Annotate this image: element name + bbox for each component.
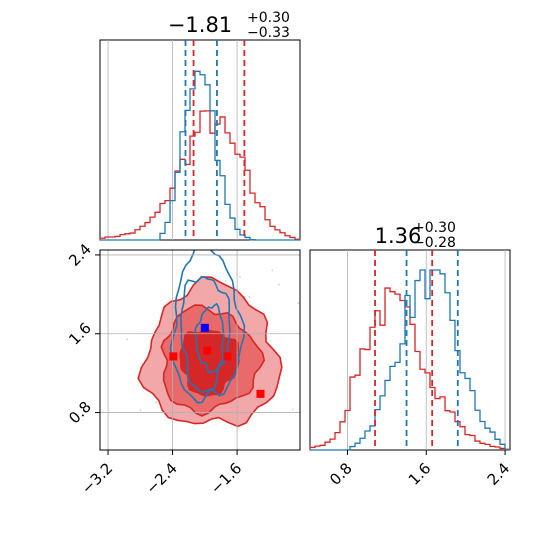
background-point: [139, 408, 142, 411]
background-point: [239, 275, 241, 278]
point-markers: [169, 323, 265, 398]
bottom-left-y-ticks: 0.8 1.6 2.4: [65, 240, 100, 427]
y-tick-label-0: 0.8: [65, 398, 95, 428]
bottom-right-title-value: 1.36: [375, 224, 422, 248]
blue-marker-0: [200, 323, 209, 332]
bottom-right-histogram-panel: 0.8 1.6 2.4 1.36 +0.30 −0.28: [309, 220, 513, 489]
top-left-grid: [107, 40, 238, 240]
bottom-right-title-sup: +0.30: [413, 220, 456, 236]
y-tick-label-1: 1.6: [65, 319, 95, 349]
background-point: [297, 302, 300, 304]
bottom-left-scatter-panel: −3.2 −2.4 −1.6 0.8 1.6 2.4: [65, 229, 301, 498]
histogram-series-0: [100, 70, 300, 241]
histogram-series-1: [99, 110, 301, 240]
background-point: [271, 269, 274, 272]
top-left-title: −1.81: [168, 13, 232, 37]
x-tick-label-1: 1.6: [405, 459, 435, 489]
top-left-title-sub: −0.33: [247, 25, 290, 41]
blue-contour-outer: [169, 250, 246, 404]
top-left-histograms: [99, 70, 301, 241]
bottom-right-grid: [347, 250, 506, 450]
background-point: [155, 401, 157, 403]
background-point: [277, 283, 280, 286]
x-tick-label-2: −1.6: [207, 459, 245, 497]
x-tick-label-2: 2.4: [484, 459, 514, 489]
background-point: [248, 295, 251, 298]
bottom-right-title-sub: −0.28: [413, 235, 456, 251]
red-marker-1: [203, 346, 212, 355]
bottom-left-axes-frame: [99, 249, 301, 451]
bottom-right-axes-frame: [309, 249, 511, 451]
blue-contours: [169, 250, 246, 404]
x-tick-label-0: 0.8: [326, 459, 356, 489]
bottom-right-x-ticks: 0.8 1.6 2.4: [326, 450, 513, 489]
background-point: [224, 280, 227, 282]
top-left-quantile-lines: [184, 40, 246, 240]
bottom-right-histograms: [309, 269, 511, 451]
background-point: [126, 338, 129, 341]
red-marker-3: [256, 389, 265, 398]
bottom-left-x-ticks: −3.2 −2.4 −1.6: [78, 450, 245, 498]
blue-contour-inner: [194, 302, 225, 374]
top-left-title-sup: +0.30: [247, 10, 290, 26]
top-left-title-value: −1.81: [168, 13, 232, 37]
red-marker-2: [223, 352, 232, 361]
top-left-axes-frame: [99, 39, 301, 241]
bottom-left-grid: [100, 250, 300, 450]
histogram-series-0: [310, 269, 510, 451]
red-contour-inner: [179, 329, 240, 397]
y-tick-label-2: 2.4: [65, 240, 95, 270]
red-marker-0: [169, 352, 178, 361]
bottom-right-quantile-lines: [374, 250, 459, 450]
top-left-histogram-panel: −1.81 +0.30 −0.33: [99, 10, 301, 241]
background-point: [292, 408, 294, 411]
background-point: [189, 229, 191, 231]
blue-contour-middle: [180, 275, 231, 394]
x-tick-label-1: −2.4: [142, 459, 180, 497]
x-tick-label-0: −3.2: [78, 459, 116, 497]
